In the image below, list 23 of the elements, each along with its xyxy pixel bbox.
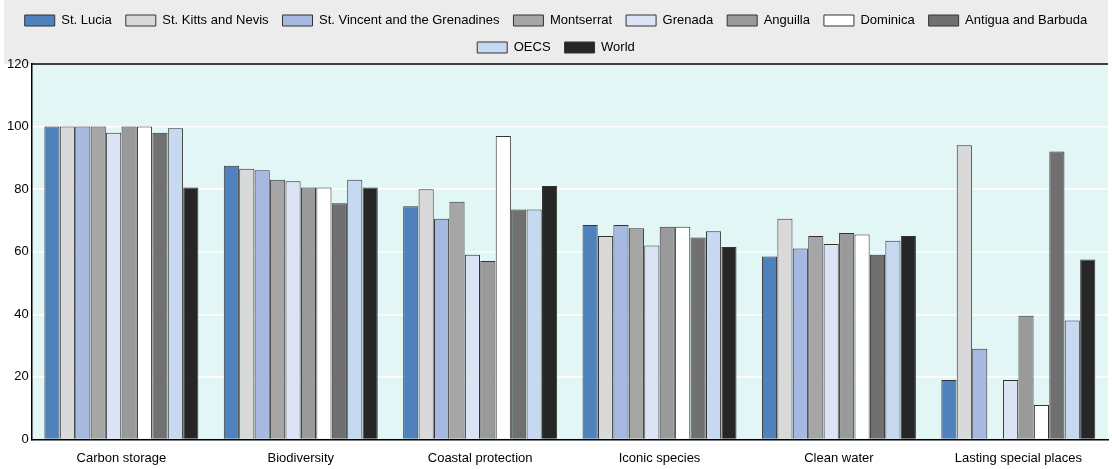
x-tick-label: Coastal protection	[427, 449, 533, 465]
legend-label: Anguilla	[763, 12, 811, 28]
y-tick-label: 80	[14, 180, 29, 196]
legend-label: St. Kitts and Nevis	[162, 12, 270, 28]
x-tick-label: Lasting special places	[954, 449, 1083, 465]
y-tick-label: 0	[21, 430, 29, 446]
x-tick-label: Clean water	[804, 449, 875, 465]
legend-label: Dominica	[860, 12, 916, 28]
x-tick-label: Carbon storage	[76, 449, 167, 465]
y-tick-label: 60	[14, 243, 29, 259]
legend-label: Antigua and Barbuda	[965, 12, 1089, 28]
legend-label: Grenada	[662, 12, 714, 28]
x-tick-label: Biodiversity	[267, 449, 335, 465]
y-tick-label: 40	[14, 305, 29, 321]
legend-label: OECS	[513, 39, 551, 55]
legend-label: St. Lucia	[61, 12, 113, 28]
y-tick-label: 100	[6, 118, 29, 134]
legend-label: World	[601, 39, 635, 55]
x-tick-label: Iconic species	[618, 449, 701, 465]
y-tick-label: 120	[6, 55, 29, 71]
y-tick-label: 20	[14, 368, 29, 384]
legend-label: Montserrat	[549, 12, 613, 28]
legend-label: St. Vincent and the Grenadines	[319, 12, 500, 28]
